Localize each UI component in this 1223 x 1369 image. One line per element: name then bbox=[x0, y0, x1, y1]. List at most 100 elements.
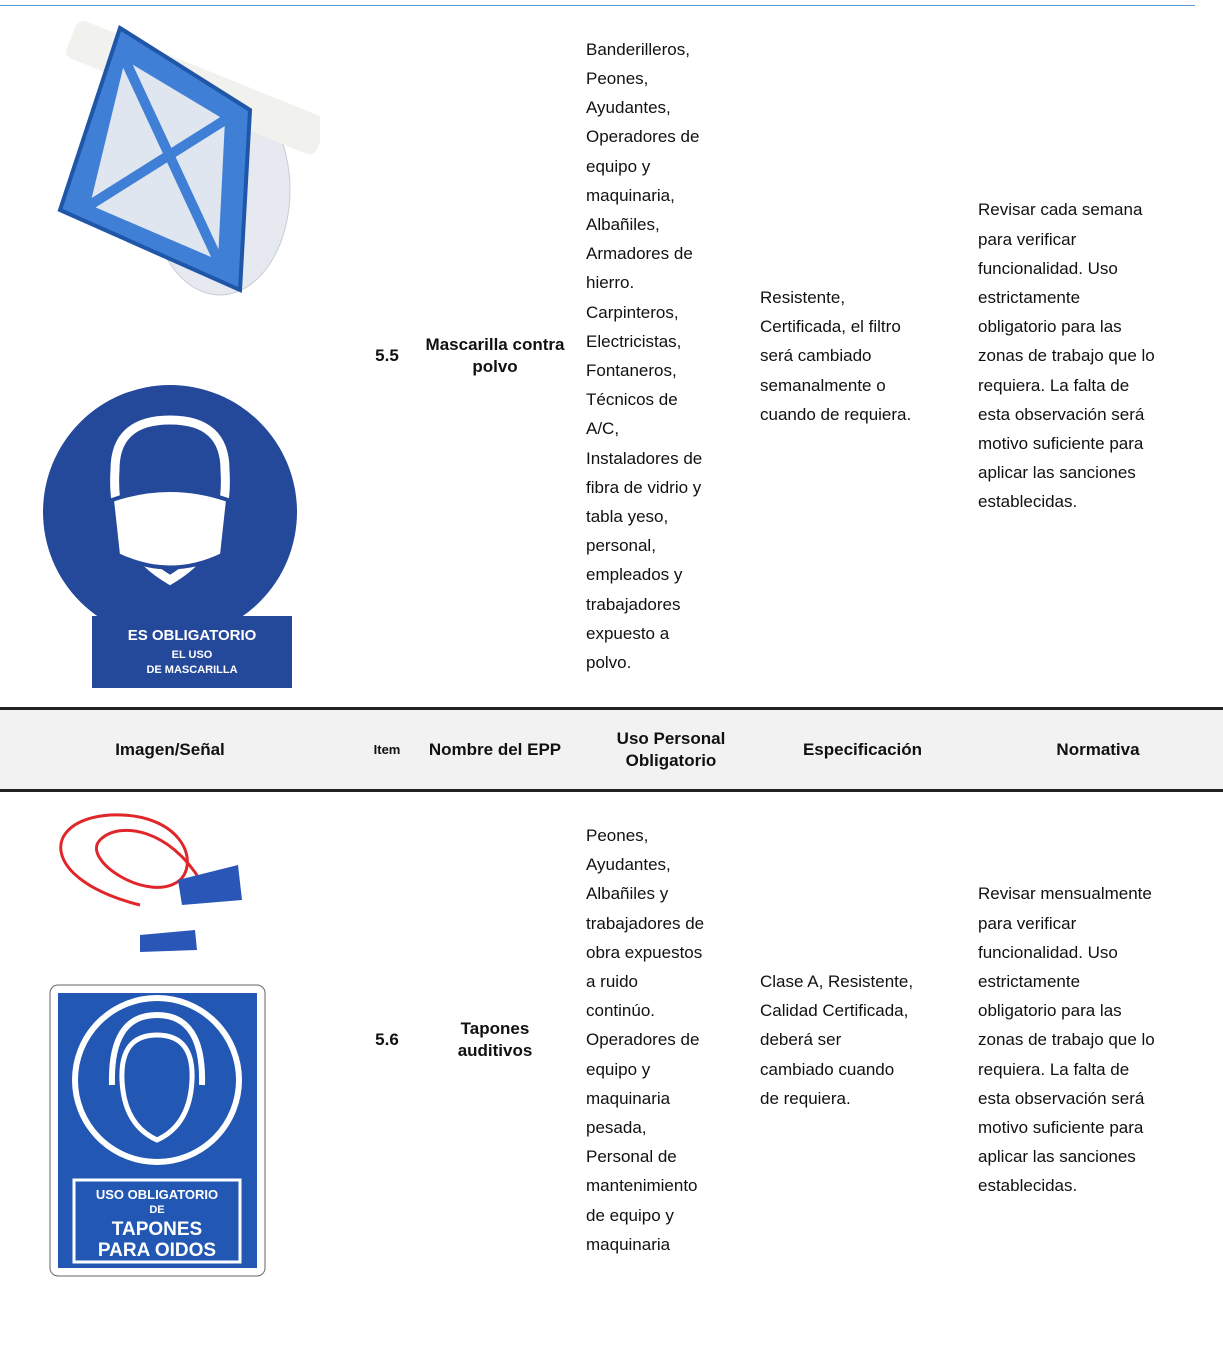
text-line: zonas de trabajo que lo bbox=[978, 346, 1155, 366]
text-line: obra expuestos bbox=[586, 942, 703, 962]
text-line: será cambiado bbox=[760, 346, 872, 366]
text-line: Certificada, el filtro bbox=[760, 317, 901, 337]
text-line: equipo y bbox=[586, 156, 651, 176]
text-line: Operadores de bbox=[586, 127, 700, 147]
uso: Peones, Ayudantes, Albañiles y trabajadores… bbox=[586, 800, 756, 1280]
normativa: Revisar mensualmente para verificar funcio… bbox=[978, 800, 1218, 1280]
header-name: Nombre del EPP bbox=[428, 739, 562, 759]
epp-name: Mascarilla contra polvo bbox=[425, 335, 565, 376]
text-line: maquinaria bbox=[586, 1088, 671, 1108]
sign-text: EL USO bbox=[172, 649, 213, 661]
text-line: Albañiles y bbox=[586, 884, 669, 904]
text-line: motivo suficiente para bbox=[978, 1118, 1144, 1137]
sign-text: PARA OIDOS bbox=[98, 1240, 216, 1261]
text-line: motivo suficiente para bbox=[978, 434, 1144, 453]
text-line: funcionalidad. Uso bbox=[978, 258, 1118, 278]
sign-text: USO OBLIGATORIO bbox=[96, 1187, 218, 1202]
text-line: polvo. bbox=[586, 653, 632, 673]
text-line: Calidad Certificada, bbox=[760, 1001, 909, 1021]
text-line: equipo y bbox=[586, 1059, 651, 1079]
text-line: de equipo y bbox=[586, 1205, 674, 1225]
header-row bbox=[0, 707, 1223, 792]
text-line: fibra de vidrio y bbox=[586, 477, 702, 497]
header-especificacion: Especificación bbox=[802, 739, 923, 759]
text-line: Operadores de bbox=[586, 1030, 700, 1050]
text-line: esta observación será bbox=[978, 1088, 1145, 1108]
text-line: Instaladores de bbox=[586, 448, 703, 468]
text-line: Ayudantes, bbox=[586, 98, 671, 118]
top-rule bbox=[0, 5, 1195, 6]
sign-face bbox=[119, 1032, 195, 1143]
text-line: para verificar bbox=[978, 913, 1077, 933]
text-line: Revisar mensualmente bbox=[978, 884, 1152, 904]
text-line: Fontaneros, bbox=[586, 361, 677, 380]
text-line: estrictamente bbox=[978, 287, 1081, 307]
header-imagen: Imagen/Señal bbox=[115, 739, 225, 759]
text-line: requiera. La falta de bbox=[978, 375, 1130, 395]
text-line: aplicar las sanciones bbox=[978, 1147, 1136, 1167]
text-line: Revisar cada semana bbox=[978, 200, 1143, 220]
item: 5.6 bbox=[375, 1030, 399, 1049]
text-line: semanalmente o bbox=[760, 375, 886, 395]
header-normativa: Normativa bbox=[1056, 739, 1140, 759]
sign-text: TAPONES bbox=[112, 1219, 202, 1240]
text-line: establecidas. bbox=[978, 1176, 1078, 1196]
text-line: establecidas. bbox=[978, 492, 1078, 512]
text-line: estrictamente bbox=[978, 971, 1081, 991]
text-line: Personal de bbox=[586, 1147, 677, 1167]
text-line: Albañiles, bbox=[586, 214, 660, 234]
text-line: esta observación será bbox=[978, 404, 1145, 424]
especificacion: Resistente, Certificada, el filtro será ca… bbox=[760, 20, 965, 692]
text-line: Peones, bbox=[586, 68, 649, 88]
uso: Banderilleros, Peones, Ayudantes, Operadore… bbox=[586, 20, 756, 692]
text-line: maquinaria bbox=[586, 1234, 671, 1254]
text-line: Banderilleros, bbox=[586, 39, 690, 59]
header-uso: Uso Personal Obligatorio bbox=[616, 728, 726, 770]
sign-text: ES OBLIGATORIO bbox=[128, 627, 257, 644]
header-item: Item bbox=[373, 741, 401, 757]
especificacion: Clase A, Resistente, Calidad Certificada,… bbox=[760, 800, 965, 1280]
text-line: para verificar bbox=[978, 229, 1077, 249]
text-line: requiera. La falta de bbox=[978, 1059, 1130, 1079]
sign-earmuff bbox=[108, 1011, 206, 1086]
sign-text: DE MASCARILLA bbox=[146, 664, 237, 676]
normativa: Revisar cada semana para verificar funcion… bbox=[978, 20, 1218, 692]
text-line: Resistente, bbox=[760, 287, 846, 307]
earplug bbox=[178, 865, 242, 905]
sign-circle bbox=[72, 995, 242, 1165]
earplug bbox=[140, 930, 197, 952]
text-line: maquinaria, bbox=[586, 185, 675, 205]
epp-name: Tapones auditivos bbox=[457, 1019, 533, 1060]
text-line: tabla yeso, bbox=[586, 507, 669, 527]
sign-label-box bbox=[72, 1178, 242, 1264]
sign-text: DE bbox=[149, 1204, 164, 1216]
text-line: cuando de requiera. bbox=[760, 404, 912, 424]
text-line: obligatorio para las bbox=[978, 317, 1122, 337]
item: 5.5 bbox=[375, 346, 399, 365]
sign-mask bbox=[109, 488, 231, 570]
text-line: funcionalidad. Uso bbox=[978, 942, 1118, 962]
text-line: Técnicos de bbox=[586, 390, 678, 410]
text-line: pesada, bbox=[586, 1118, 647, 1137]
earplug-cord bbox=[59, 813, 202, 907]
text-line: zonas de trabajo que lo bbox=[978, 1030, 1155, 1050]
text-line: aplicar las sanciones bbox=[978, 463, 1136, 483]
text-line: cambiado cuando bbox=[760, 1059, 895, 1079]
text-line: expuesto a bbox=[586, 623, 670, 643]
text-line: Peones, bbox=[586, 825, 649, 845]
text-line: A/C, bbox=[586, 419, 620, 439]
text-line: deberá ser bbox=[760, 1030, 842, 1050]
images: ES OBLIGATORIO EL USO DE MASCARILLA USO … bbox=[43, 20, 320, 1277]
text-line: trabajadores de bbox=[586, 913, 705, 933]
text-line: a ruido bbox=[586, 971, 638, 991]
text-line: trabajadores bbox=[586, 594, 681, 614]
text-line: hierro. bbox=[586, 273, 635, 293]
text-line: personal, bbox=[586, 536, 656, 556]
text-line: mantenimiento bbox=[586, 1176, 698, 1196]
text-line: Ayudantes, bbox=[586, 855, 671, 875]
text-line: Clase A, Resistente, bbox=[760, 971, 914, 991]
text-line: obligatorio para las bbox=[978, 1001, 1122, 1021]
text-line: de requiera. bbox=[760, 1088, 851, 1108]
sign-label-box bbox=[92, 616, 292, 688]
